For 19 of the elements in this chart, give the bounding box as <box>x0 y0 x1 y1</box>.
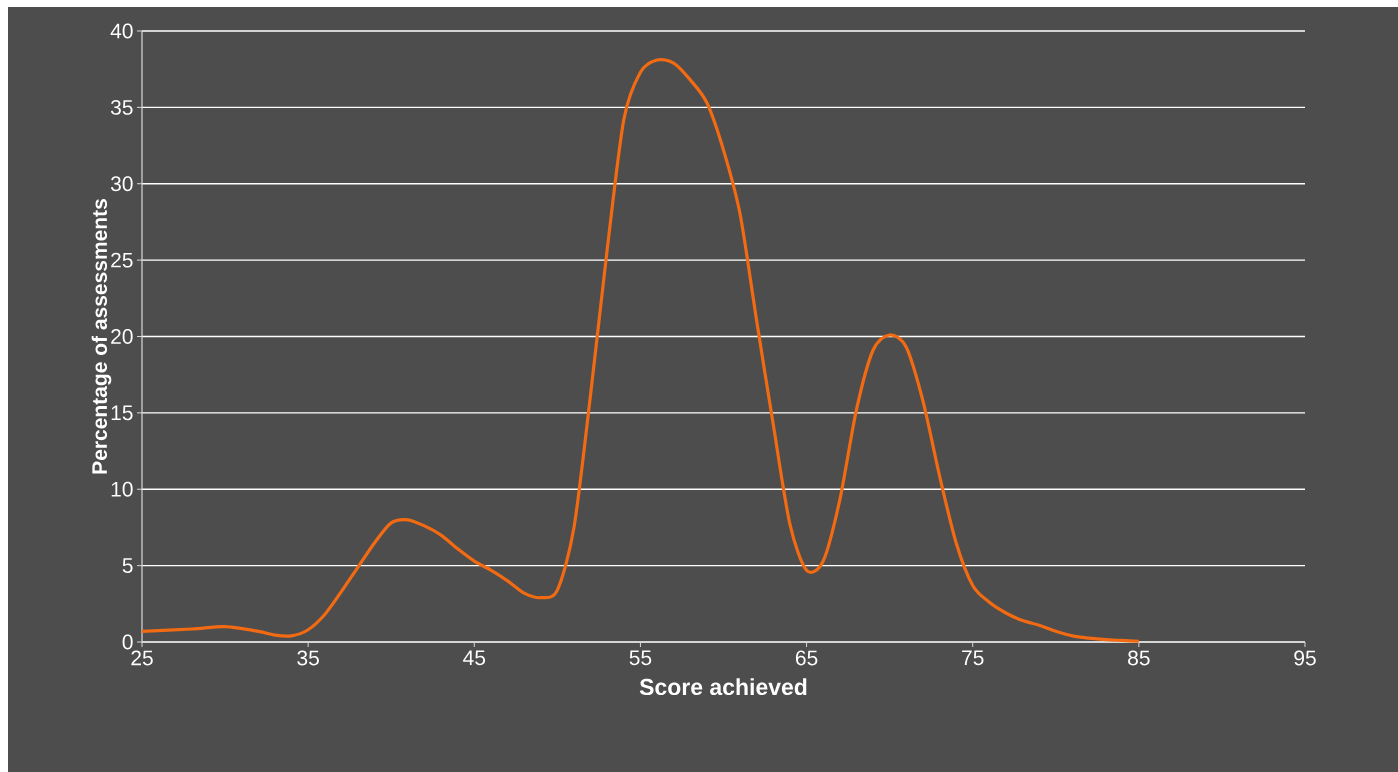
y-tick-label: 20 <box>111 329 133 344</box>
line-series <box>140 58 1141 643</box>
y-axis-title: Percentage of assessments <box>91 199 112 474</box>
x-tick-label: 65 <box>795 650 818 666</box>
y-tick-label: 35 <box>110 99 133 115</box>
y-tick-label: 30 <box>110 176 133 192</box>
y-tick-label: 15 <box>111 405 133 421</box>
x-tick-label: 85 <box>1128 650 1150 666</box>
x-tick-label: 55 <box>629 650 652 666</box>
x-axis-title: Score achieved <box>639 678 807 696</box>
y-tick-label: 0 <box>122 634 133 650</box>
y-tick-label: 25 <box>111 252 133 268</box>
y-tick-label: 40 <box>110 23 133 39</box>
y-tick-label: 5 <box>122 558 133 573</box>
x-tick-label: 95 <box>1294 650 1316 666</box>
x-tick-label: 45 <box>463 650 486 666</box>
y-tick-label: 10 <box>111 481 133 497</box>
x-tick-label: 75 <box>962 650 984 666</box>
x-tick-label: 35 <box>297 650 319 666</box>
